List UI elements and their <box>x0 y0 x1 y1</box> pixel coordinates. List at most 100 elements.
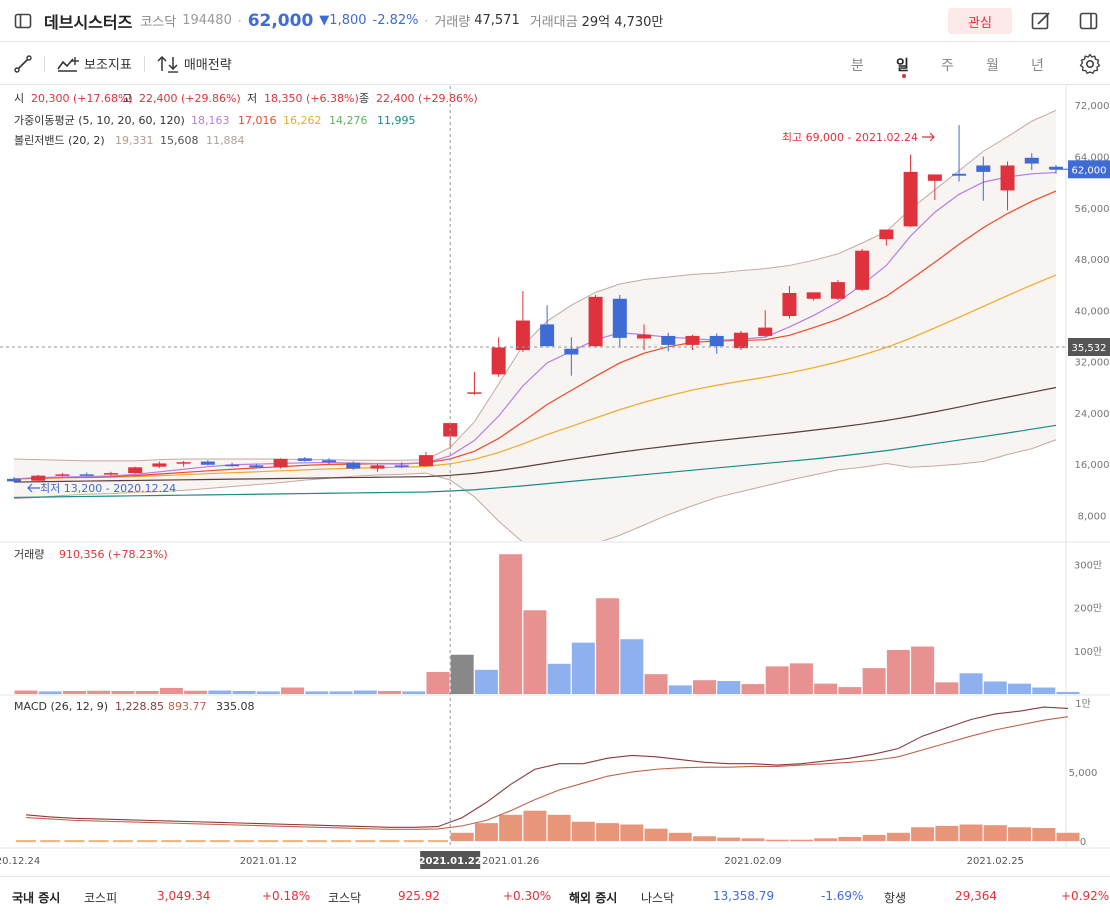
settings-gear-icon[interactable] <box>1079 53 1101 75</box>
candle-body <box>855 250 870 290</box>
volume-bar <box>377 690 401 694</box>
volume-bar <box>959 673 983 694</box>
ma-legend-label: 가중이동평균 (5, 10, 20, 60, 120) <box>14 114 185 127</box>
macd-histogram-bar <box>814 838 838 842</box>
macd-histogram-bar <box>547 814 571 842</box>
strategy-button[interactable]: 매매전략 <box>157 54 232 73</box>
period-minute[interactable]: 분 <box>851 58 864 74</box>
macd-histogram-bar <box>668 832 692 842</box>
macd-histogram-bar <box>571 821 595 842</box>
macd-signal-line <box>25 716 1069 830</box>
ma-legend-value: 11,995 <box>377 114 416 127</box>
volume-bar <box>135 690 159 694</box>
volume-bar <box>1032 687 1056 694</box>
macd-histogram-bar <box>838 836 862 842</box>
volume-bar <box>208 690 232 694</box>
volume-bar <box>838 687 862 694</box>
panel-toggle-icon[interactable] <box>1079 11 1099 31</box>
volume-bar <box>353 690 377 694</box>
period-day[interactable]: 일 <box>896 58 909 74</box>
edit-icon[interactable] <box>1031 11 1051 31</box>
macd-histogram-bar <box>644 828 668 842</box>
volume-bar <box>1008 683 1032 694</box>
ohlc-label: 저 <box>247 92 257 105</box>
kosdaq-label[interactable]: 코스닥 <box>328 891 362 905</box>
volume-bar <box>329 691 353 694</box>
market-ticker-bar: 국내 증시 코스피 3,049.34 +0.18% 코스닥 925.92 +0.… <box>0 876 1110 915</box>
strategy-label: 매매전략 <box>183 58 232 73</box>
volume-bar <box>474 669 498 694</box>
candle-body <box>297 458 312 461</box>
crosshair-price-tag-text: 35,532 <box>1072 343 1107 354</box>
macd-legend-value: 893.77 <box>168 700 207 713</box>
volume-bar <box>305 691 329 694</box>
candle-body <box>515 320 530 351</box>
toolbar-divider <box>143 55 145 72</box>
period-week[interactable]: 주 <box>941 58 954 74</box>
volume-bar <box>814 683 838 694</box>
macd-histogram-bar <box>474 823 498 842</box>
volume-bar <box>159 687 183 694</box>
candle-body <box>758 327 773 336</box>
candle-body <box>661 335 676 345</box>
hangseng-label[interactable]: 항생 <box>884 891 907 905</box>
volume-bar <box>983 681 1007 694</box>
ohlc-value: 22,400 (+29.86%) <box>376 92 478 105</box>
price-tick-label: 40,000 <box>1075 306 1110 317</box>
macd-histogram-bar <box>789 839 813 842</box>
favorite-button[interactable]: 관심 <box>948 8 1012 34</box>
candle-body <box>225 464 240 467</box>
ma-line-60 <box>13 386 1057 483</box>
separator-dot: · <box>424 13 429 28</box>
buy-sell-icon <box>157 55 178 73</box>
price-tick-label: 64,000 <box>1075 152 1110 163</box>
volume-legend-value: 910,356 (+78.23%) <box>59 548 168 561</box>
ohlc-label: 고 <box>122 92 132 105</box>
volume-bar <box>426 671 450 694</box>
macd-histogram-bar <box>1056 832 1080 842</box>
volume-bar <box>644 674 668 694</box>
candle-body <box>637 334 652 339</box>
crosshair-date-tag <box>420 851 481 869</box>
indicator-button[interactable]: 보조지표 <box>57 54 132 73</box>
nasdaq-label[interactable]: 나스닥 <box>641 891 675 905</box>
macd-histogram-bar <box>499 814 523 842</box>
candle-body <box>1049 166 1063 170</box>
ma-line-120 <box>13 424 1057 499</box>
macd-histogram-bar <box>596 823 620 842</box>
period-year[interactable]: 년 <box>1031 58 1044 74</box>
candle-body <box>540 324 555 347</box>
date-tick-label: 2021.02.09 <box>724 856 781 867</box>
domestic-label: 국내 증시 <box>12 891 61 905</box>
macd-histogram-bar <box>862 834 886 842</box>
price-change: ▼1,800 <box>319 13 367 28</box>
chart-toolbar: 보조지표 매매전략 <box>0 43 1110 85</box>
macd-tick-label: 0 <box>1080 837 1086 848</box>
volume-bar <box>741 684 765 694</box>
macd-histogram-bar <box>959 824 983 842</box>
kospi-label[interactable]: 코스피 <box>84 891 118 905</box>
volume-bar <box>789 663 813 694</box>
candle-body <box>152 463 167 467</box>
sidebar-toggle-icon[interactable] <box>14 12 32 30</box>
nasdaq-value: 13,358.79 <box>713 889 775 903</box>
candle-body <box>370 465 385 469</box>
separator-dot: · <box>237 13 242 28</box>
volume-bar <box>765 666 789 694</box>
volume-bar <box>911 646 935 694</box>
volume-bar <box>1056 691 1080 694</box>
current-price: 62,000 <box>247 10 314 31</box>
bollinger-lower <box>13 439 1057 541</box>
candle-body <box>128 467 143 474</box>
draw-line-icon[interactable] <box>14 54 32 73</box>
price-tick-label: 24,000 <box>1075 409 1110 420</box>
date-tick-label: 2021.01.12 <box>240 856 297 867</box>
candle-body <box>685 335 700 345</box>
period-month[interactable]: 월 <box>986 58 999 74</box>
macd-legend-label: MACD (26, 12, 9) <box>14 700 108 713</box>
macd-histogram-bar <box>620 824 644 842</box>
last-price-tag <box>1068 160 1110 179</box>
volume-bar <box>281 687 305 694</box>
volume-bar <box>547 663 571 694</box>
